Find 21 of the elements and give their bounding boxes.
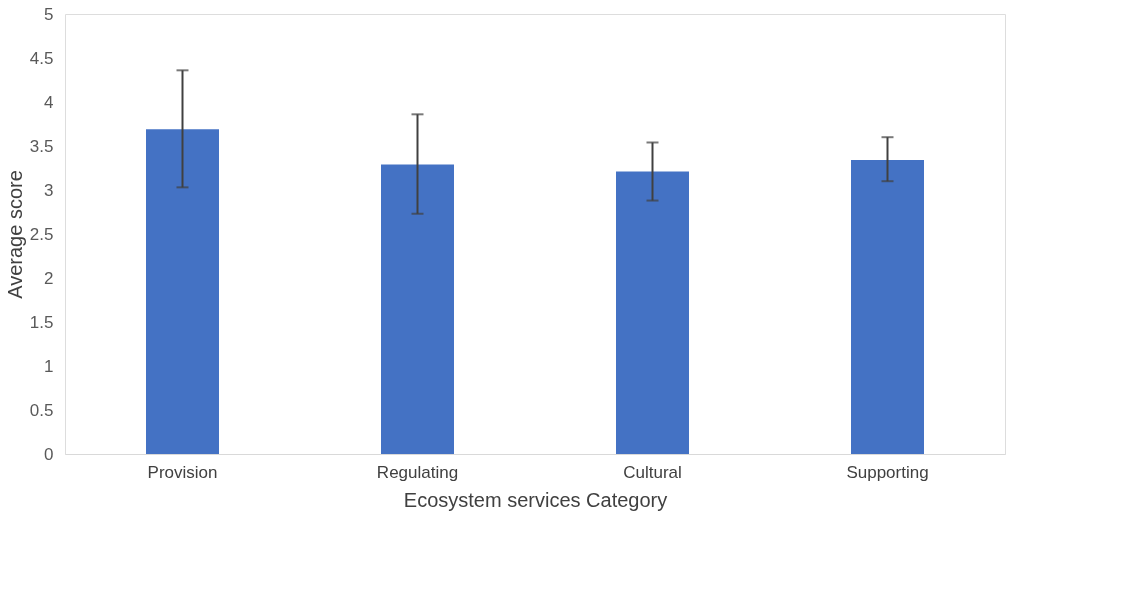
y-tick-label: 3: [44, 180, 54, 200]
y-axis-title: Average score: [3, 170, 26, 299]
bar: [146, 129, 219, 454]
y-tick-label: 5: [44, 4, 54, 24]
y-tick-label: 1: [44, 356, 54, 376]
y-tick-label: 4: [44, 92, 54, 112]
y-tick-label: 2: [44, 268, 54, 288]
x-tick-label: Supporting: [846, 462, 929, 482]
y-tick-label: 3.5: [29, 136, 54, 156]
x-axis-title: Ecosystem services Category: [403, 488, 668, 511]
x-tick-label: Cultural: [623, 462, 682, 482]
bar: [851, 160, 924, 454]
bar: [616, 171, 689, 454]
y-tick-label: 0: [44, 444, 54, 464]
x-tick-label: Regulating: [376, 462, 459, 482]
bar: [381, 164, 454, 454]
x-tick-label: Provision: [147, 462, 218, 482]
y-tick-label: 4.5: [29, 48, 54, 68]
y-tick-label: 0.5: [29, 400, 54, 420]
y-tick-label: 2.5: [29, 224, 54, 244]
y-tick-label: 1.5: [29, 312, 54, 332]
